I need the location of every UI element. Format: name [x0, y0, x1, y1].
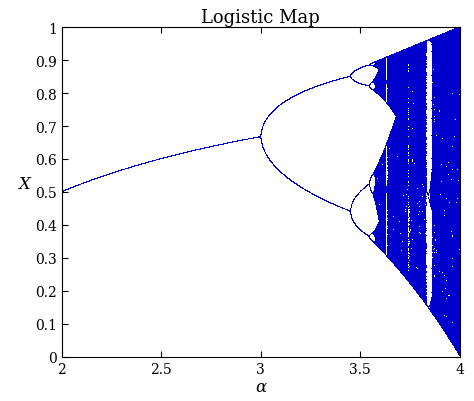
X-axis label: α: α: [255, 379, 266, 395]
Title: Logistic Map: Logistic Map: [201, 8, 320, 26]
Y-axis label: X: X: [18, 176, 30, 192]
